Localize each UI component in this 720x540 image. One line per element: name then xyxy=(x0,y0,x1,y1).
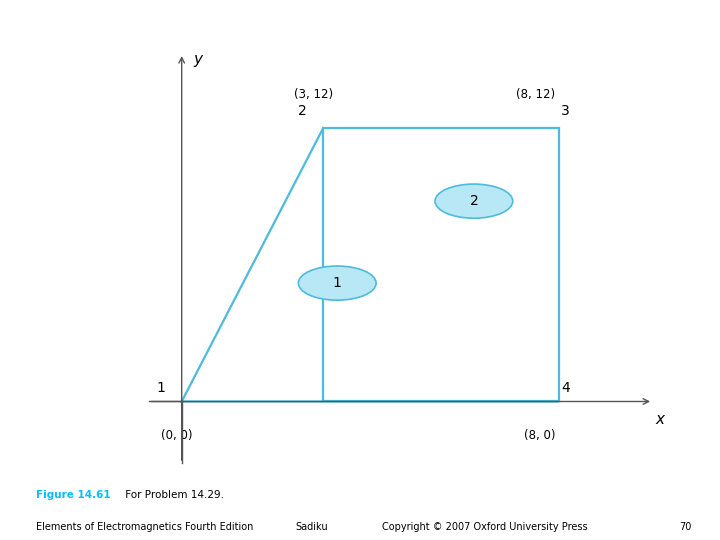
Ellipse shape xyxy=(435,184,513,218)
Ellipse shape xyxy=(298,266,376,300)
Text: Elements of Electromagnetics Fourth Edition: Elements of Electromagnetics Fourth Edit… xyxy=(36,522,253,532)
Text: 3: 3 xyxy=(562,104,570,118)
Text: 4: 4 xyxy=(562,381,570,395)
Text: Sadiku: Sadiku xyxy=(295,522,328,532)
Text: 70: 70 xyxy=(679,522,691,532)
Text: (3, 12): (3, 12) xyxy=(294,87,333,100)
Text: (8, 12): (8, 12) xyxy=(516,87,554,100)
Text: (8, 0): (8, 0) xyxy=(524,429,556,442)
Polygon shape xyxy=(323,129,559,402)
Text: (0, 0): (0, 0) xyxy=(161,429,193,442)
Text: 1: 1 xyxy=(156,381,165,395)
Text: 1: 1 xyxy=(333,276,342,290)
Text: 2: 2 xyxy=(297,104,306,118)
Text: For Problem 14.29.: For Problem 14.29. xyxy=(122,489,225,500)
Text: Figure 14.61: Figure 14.61 xyxy=(36,489,111,500)
Text: 2: 2 xyxy=(469,194,478,208)
Text: x: x xyxy=(655,412,665,427)
Polygon shape xyxy=(181,129,559,402)
Text: Copyright © 2007 Oxford University Press: Copyright © 2007 Oxford University Press xyxy=(382,522,588,532)
Text: y: y xyxy=(194,52,203,68)
